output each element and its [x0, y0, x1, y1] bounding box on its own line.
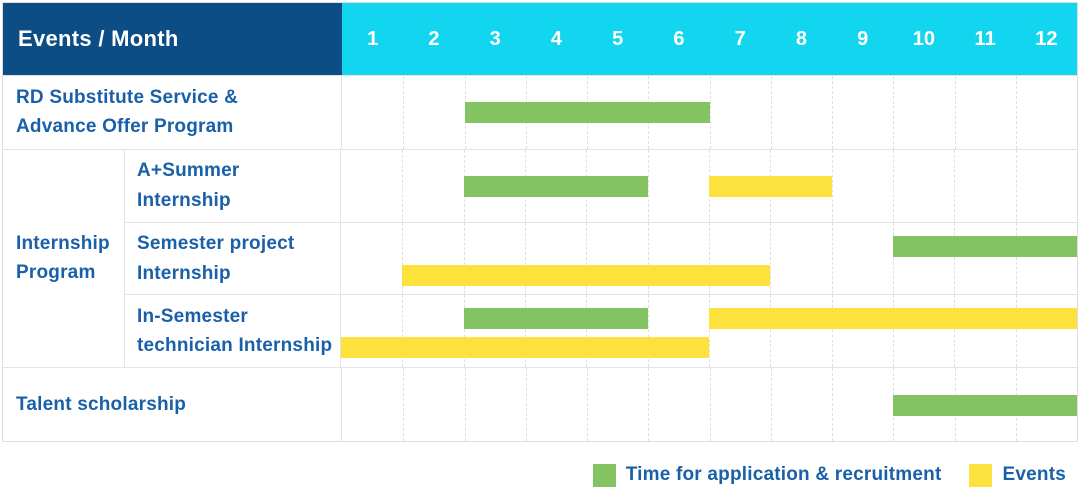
row-label-a-plus-summer-internship: A+Summer Internship: [125, 149, 341, 222]
month-gridline: [403, 368, 405, 441]
month-gridline: [1015, 295, 1017, 368]
gantt-bar-green: [464, 102, 710, 124]
internship-program-group: Internship Program A+Summer Internship S…: [3, 148, 1077, 368]
month-label-5: 5: [612, 27, 624, 50]
gantt-bar-green: [893, 235, 1077, 257]
gantt-chart-cell-in-semester-technician: [341, 295, 1077, 368]
legend-item-events: Events: [969, 463, 1066, 487]
gantt-bar-yellow: [709, 308, 1077, 330]
month-gridline: [647, 149, 649, 222]
month-gridline: [832, 368, 833, 441]
month-gridline: [770, 222, 772, 295]
group-label-internship-program: Internship Program: [3, 149, 125, 368]
month-gridline: [893, 222, 894, 295]
month-gridline: [893, 295, 894, 368]
month-label-7: 7: [734, 27, 746, 50]
month-gridline: [648, 368, 650, 441]
month-gridline: [831, 222, 833, 295]
gantt-chart-cell-talent-scholarship: [342, 368, 1077, 441]
month-label-11: 11: [974, 27, 996, 50]
month-label-12: 12: [1035, 27, 1058, 50]
month-gridline: [1015, 222, 1017, 295]
row-label-semester-project-internship: Semester project Internship: [125, 222, 341, 295]
month-gridline: [403, 76, 405, 149]
month-gridline: [709, 76, 711, 149]
month-gridline: [832, 76, 833, 149]
gantt-chart-cell-semester-project: [341, 222, 1077, 295]
month-gridline: [831, 149, 833, 222]
month-header: 1 2 3 4 5 6 7 8 9 10 11 12: [342, 3, 1077, 75]
month-gridline: [954, 222, 956, 295]
table-row: A+Summer Internship: [125, 149, 1077, 222]
row-label-in-semester-technician-internship: In-Semester technician Internship: [125, 295, 341, 368]
month-label-9: 9: [857, 27, 869, 50]
events-month-table: Events / Month 1 2 3 4 5 6 7 8 9 10 11 1…: [2, 2, 1078, 442]
gantt-bar-yellow: [402, 264, 771, 286]
month-gridline: [709, 295, 710, 368]
month-label-6: 6: [673, 27, 685, 50]
gantt-chart-cell-a-plus-summer: [341, 149, 1077, 222]
gantt-bar-green: [893, 394, 1077, 416]
month-gridline: [1015, 149, 1017, 222]
month-gridline: [525, 368, 527, 441]
legend-label: Events: [1002, 464, 1066, 485]
row-label-talent-scholarship: Talent scholarship: [3, 368, 342, 441]
legend-swatch-green-icon: [592, 463, 616, 487]
gantt-bar-yellow: [709, 175, 832, 197]
month-gridline: [831, 295, 833, 368]
table-row: Semester project Internship: [125, 221, 1077, 295]
legend-item-application-recruitment: Time for application & recruitment: [592, 463, 942, 487]
table-row: In-Semester technician Internship: [125, 294, 1077, 368]
legend: Time for application & recruitment Event…: [0, 442, 1066, 494]
legend-swatch-yellow-icon: [969, 463, 993, 487]
month-gridline: [709, 368, 711, 441]
header-row: Events / Month 1 2 3 4 5 6 7 8 9 10 11 1…: [3, 3, 1077, 75]
month-label-4: 4: [550, 27, 562, 50]
month-gridline: [893, 149, 894, 222]
header-title-cell: Events / Month: [3, 3, 342, 75]
gantt-chart-cell-rd-substitute: [342, 76, 1077, 149]
month-label-2: 2: [428, 27, 440, 50]
table-row: Talent scholarship: [3, 367, 1077, 441]
month-gridline: [402, 149, 404, 222]
month-gridline: [770, 295, 772, 368]
legend-label: Time for application & recruitment: [625, 464, 942, 485]
table-row: RD Substitute Service & Advance Offer Pr…: [3, 75, 1077, 149]
month-gridline: [770, 76, 772, 149]
internship-program-subrows: A+Summer Internship Semester project Int…: [125, 149, 1077, 368]
month-label-8: 8: [795, 27, 807, 50]
month-gridline: [954, 76, 956, 149]
month-gridline: [893, 76, 895, 149]
month-gridline: [954, 149, 956, 222]
month-label-1: 1: [367, 27, 379, 50]
month-gridline: [1015, 76, 1017, 149]
row-label-rd-substitute-service: RD Substitute Service & Advance Offer Pr…: [3, 76, 342, 149]
gantt-bar-green: [463, 308, 648, 330]
month-gridline: [464, 368, 466, 441]
month-gridline: [770, 368, 772, 441]
month-label-3: 3: [489, 27, 501, 50]
month-gridline: [954, 295, 956, 368]
gantt-bar-yellow: [341, 337, 709, 359]
month-gridline: [587, 368, 588, 441]
month-label-10: 10: [912, 27, 935, 50]
gantt-bar-green: [463, 175, 648, 197]
